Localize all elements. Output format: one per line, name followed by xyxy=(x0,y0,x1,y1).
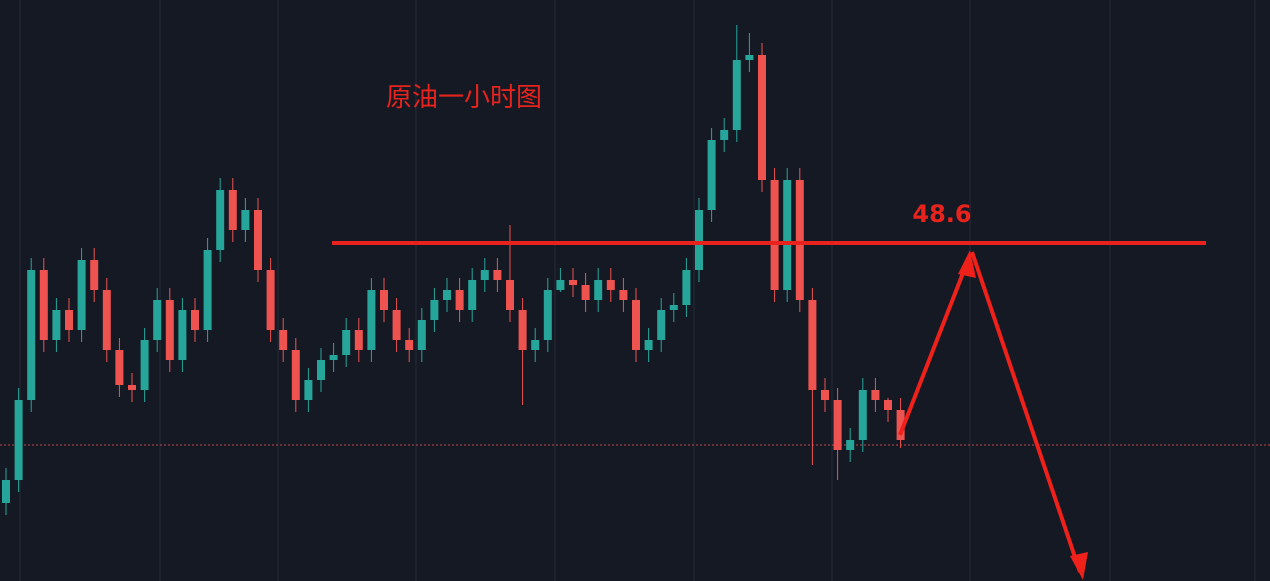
candle-body xyxy=(102,290,111,350)
candle-body xyxy=(304,380,313,400)
candle-body xyxy=(140,340,149,390)
candle-body xyxy=(27,270,36,400)
candle-body xyxy=(531,340,540,350)
candle-body xyxy=(317,360,325,380)
candle-body xyxy=(392,310,401,340)
candle-body xyxy=(581,285,590,300)
candle-body xyxy=(153,300,162,340)
forecast-arrows xyxy=(898,250,1088,580)
candle-body xyxy=(821,390,829,400)
candle-body xyxy=(90,260,99,290)
candle-body xyxy=(191,310,199,330)
candle-body xyxy=(758,55,766,180)
candle-body xyxy=(291,350,300,400)
chart-title: 原油一小时图 xyxy=(386,83,542,113)
candle-body xyxy=(871,390,880,400)
candle-body xyxy=(682,270,691,305)
candle-body xyxy=(430,300,439,320)
candle-body xyxy=(669,305,678,310)
candle-body xyxy=(342,330,351,355)
candle-body xyxy=(858,390,867,440)
candle-body xyxy=(228,190,237,230)
candle-body xyxy=(594,280,603,300)
candle-body xyxy=(657,310,666,340)
candle-body xyxy=(405,340,414,350)
candle-body xyxy=(39,270,48,340)
candle-body xyxy=(443,290,451,300)
arrow-up xyxy=(898,254,972,436)
candle-body xyxy=(367,290,376,350)
candle-body xyxy=(380,290,388,310)
candle-body xyxy=(569,280,577,285)
candle-body xyxy=(556,280,565,290)
candle-body xyxy=(606,280,615,290)
candle-body xyxy=(833,400,842,450)
candle-body xyxy=(455,290,464,310)
candle-body xyxy=(2,480,10,503)
candle-body xyxy=(543,290,552,340)
candle-body xyxy=(77,260,86,330)
candle-body xyxy=(178,310,187,360)
candle-body xyxy=(770,180,779,290)
candle-body xyxy=(254,210,262,270)
candle-body xyxy=(480,270,489,280)
candle-body xyxy=(783,180,792,290)
arrow-head xyxy=(958,250,976,278)
candle-body xyxy=(720,130,729,140)
candles xyxy=(0,25,1270,515)
candle-body xyxy=(896,410,905,440)
candle-body xyxy=(468,280,477,310)
candle-body xyxy=(52,310,61,340)
candle-body xyxy=(216,190,225,250)
candle-body xyxy=(65,310,73,330)
candle-body xyxy=(707,140,716,210)
candle-body xyxy=(417,320,426,350)
candle-body xyxy=(266,270,275,330)
arrow-down xyxy=(970,251,1082,573)
candle-body xyxy=(695,210,703,270)
candle-body xyxy=(329,355,338,360)
candle-body xyxy=(884,400,892,410)
candle-body xyxy=(203,250,212,330)
candle-body xyxy=(808,300,817,390)
candle-body xyxy=(745,55,754,60)
arrow-head xyxy=(1070,552,1088,580)
time-grid xyxy=(19,0,1256,581)
candle-body xyxy=(632,300,640,350)
candle-body xyxy=(165,300,174,360)
candle-body xyxy=(518,310,527,350)
candle-body xyxy=(644,340,653,350)
candle-body xyxy=(493,270,502,280)
candle-body xyxy=(354,330,363,350)
candle-body xyxy=(115,350,124,385)
candle-body xyxy=(279,330,288,350)
candle-body xyxy=(14,400,23,480)
candle-body xyxy=(506,280,514,310)
candle-body xyxy=(619,290,628,300)
level-label: 48.6 xyxy=(912,200,971,228)
candle-body xyxy=(846,440,855,450)
candle-body xyxy=(732,60,741,130)
candle-body xyxy=(128,385,136,390)
candle-body xyxy=(241,210,250,230)
candle-body xyxy=(795,180,804,300)
